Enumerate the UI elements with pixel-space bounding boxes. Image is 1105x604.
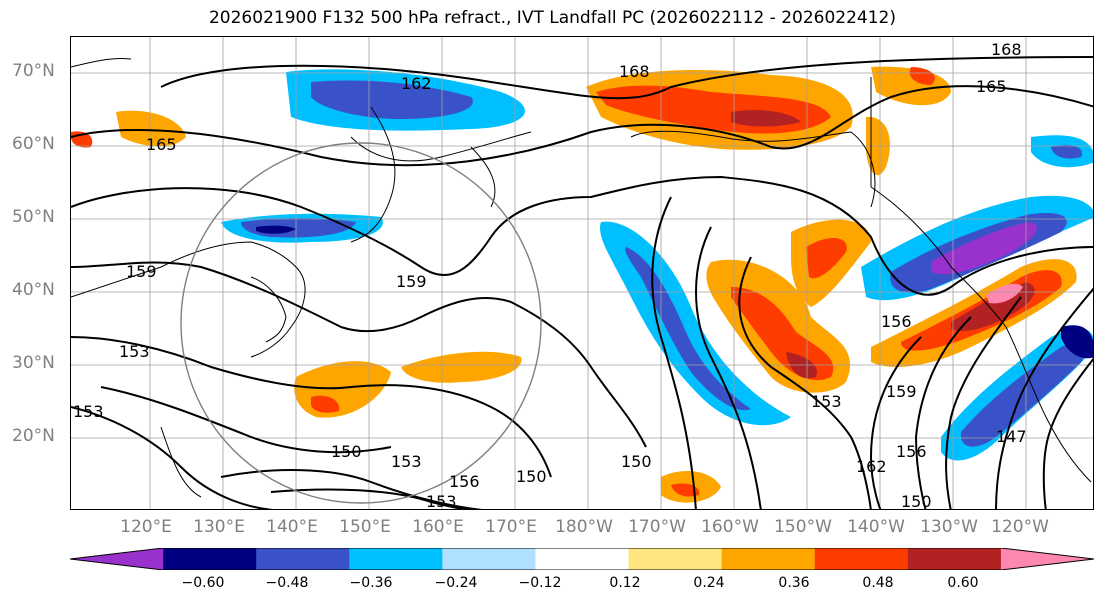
shade-epac-purple (931, 222, 1037, 275)
shade-ne-corner-blue (1051, 145, 1082, 159)
shade-cpac-red (731, 287, 834, 381)
colorbar-tick: −0.48 (265, 575, 309, 591)
contour-label: 147 (996, 427, 1027, 446)
contour-label: 165 (146, 135, 177, 154)
shade-se-navy (1061, 325, 1093, 359)
map-title: 2026021900 F132 500 hPa refract., IVT La… (208, 8, 896, 28)
lon-label: 160°E (412, 517, 464, 537)
contour-label: 168 (991, 40, 1022, 59)
shade-subtrop-orange-2 (401, 351, 522, 383)
colorbar-tick: −0.24 (434, 575, 478, 591)
lon-label: 170°E (485, 517, 537, 537)
contour-label: 168 (619, 62, 650, 81)
shade-cpac-blue (625, 247, 751, 411)
lon-label: 130°E (193, 517, 245, 537)
colorbar-cell (1000, 548, 1094, 570)
lon-label: 170°W (628, 517, 686, 537)
colorbar-tick: 0.48 (862, 575, 894, 591)
coastlines (71, 58, 1092, 498)
contour-label: 150 (621, 452, 652, 471)
colorbar-cell (70, 548, 164, 570)
contour-label: 162 (856, 457, 887, 476)
map-panel: 168 162 165 165 168 159 159 153 150 153 … (70, 36, 1094, 510)
lat-label: 20°N (12, 426, 55, 446)
contour-label: 159 (396, 272, 427, 291)
contour-label: 153 (119, 342, 150, 361)
shading-layer (71, 66, 1093, 503)
contour-label: 165 (976, 77, 1007, 96)
colorbar-tick: 0.60 (947, 575, 979, 591)
lon-label: 150°W (774, 517, 832, 537)
lat-label: 70°N (12, 61, 55, 81)
shade-epac-pink (986, 283, 1023, 304)
lon-label: 130°W (920, 517, 978, 537)
map-canvas: 168 162 165 165 168 159 159 153 150 153 … (71, 37, 1093, 510)
colorbar-cell (256, 548, 350, 570)
shade-ne-pac-red (806, 237, 847, 279)
contour-label: 153 (73, 402, 104, 421)
contour-label: 156 (881, 312, 912, 331)
contour-label: 150 (516, 467, 547, 486)
lat-label: 60°N (12, 134, 55, 154)
shade-w-pacific-orange (116, 110, 186, 147)
colorbar-cell (721, 548, 816, 570)
contour-label: 156 (449, 472, 480, 491)
contour-label: 150 (901, 492, 932, 510)
lat-label: 30°N (12, 353, 55, 373)
lon-label: 120°E (120, 517, 172, 537)
colorbar (70, 548, 1094, 570)
shade-alaska-darkred (731, 110, 801, 127)
lon-label: 140°E (266, 517, 318, 537)
shade-siberia-blue (311, 80, 473, 119)
colorbar-cell (535, 548, 630, 570)
lon-label: 180°W (555, 517, 613, 537)
contour-lines (71, 56, 1093, 509)
colorbar-cell (814, 548, 909, 570)
lon-label: 150°E (339, 517, 391, 537)
colorbar-tick: −0.60 (181, 575, 225, 591)
shade-ne-red (909, 67, 935, 85)
domain-circle (180, 142, 542, 504)
colorbar-cell (628, 548, 723, 570)
shade-subtrop-orange-1 (294, 361, 391, 418)
shade-tropic-red (671, 483, 700, 497)
contour-label: 156 (896, 442, 927, 461)
lat-label: 40°N (12, 280, 55, 300)
lon-label: 120°W (991, 517, 1049, 537)
contour-label: 153 (811, 392, 842, 411)
colorbar-tick: 0.24 (693, 575, 725, 591)
colorbar-cell (907, 548, 1002, 570)
lat-label: 50°N (12, 207, 55, 227)
contour-label: 153 (391, 452, 422, 471)
lon-label: 140°W (847, 517, 905, 537)
colorbar-cell (163, 548, 257, 570)
colorbar-tick: −0.36 (349, 575, 393, 591)
shade-se-blue (960, 342, 1085, 447)
colorbar-cell (349, 548, 443, 570)
contour-label: 159 (886, 382, 917, 401)
contour-label: 153 (426, 492, 457, 510)
contour-label-layer: 168 162 165 165 168 159 159 153 150 153 … (73, 40, 1027, 510)
colorbar-tick: −0.12 (518, 575, 562, 591)
graticule (71, 37, 1093, 509)
contour-label: 162 (401, 74, 432, 93)
colorbar-tick: 0.12 (609, 575, 641, 591)
shade-okhotsk-navy (256, 225, 296, 234)
colorbar-cell (442, 548, 536, 570)
shade-subtrop-red-1 (311, 395, 340, 413)
lon-label: 160°W (701, 517, 759, 537)
colorbar-tick: 0.36 (778, 575, 810, 591)
contour-label: 150 (331, 442, 362, 461)
contour-label: 159 (126, 262, 157, 281)
